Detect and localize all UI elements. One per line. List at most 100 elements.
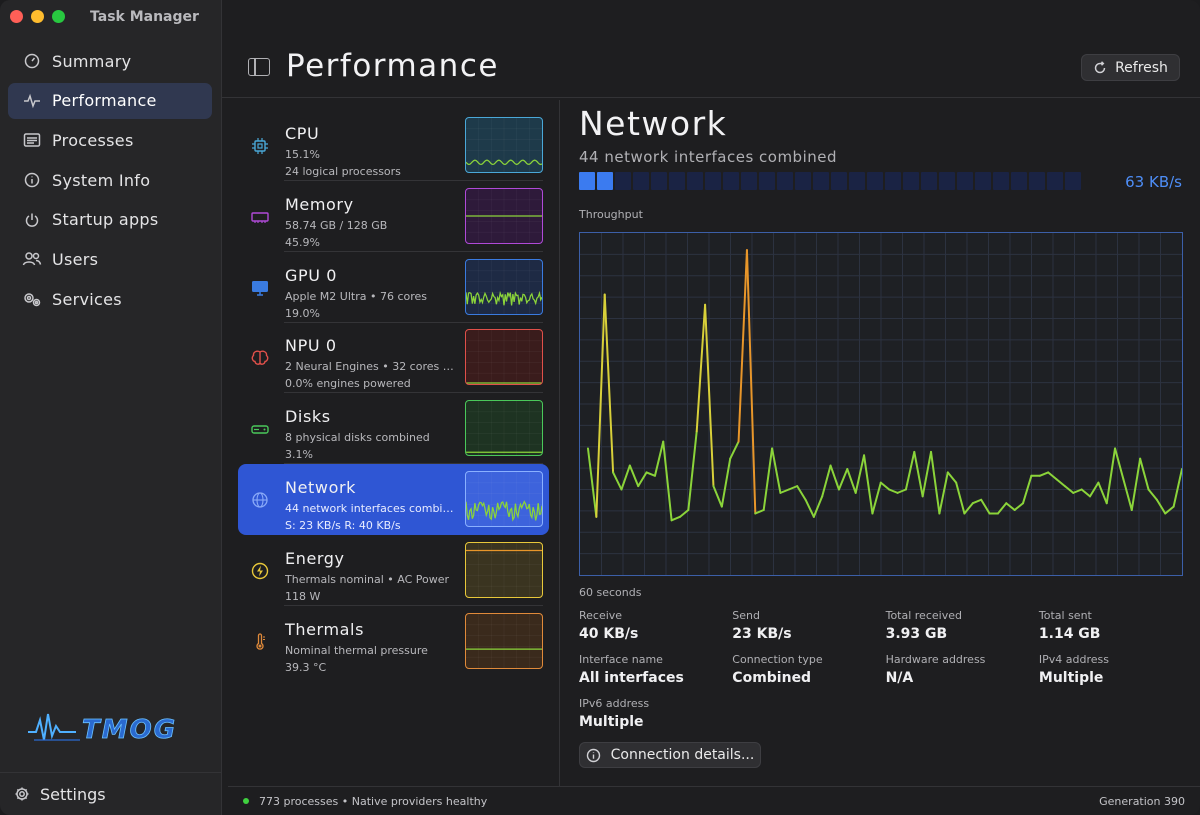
sidebar-nav: Summary Performance Processes System Inf… [8, 43, 212, 321]
throughput-line-segment [829, 464, 840, 491]
refresh-label: Refresh [1115, 59, 1168, 76]
meter-segment [813, 172, 829, 190]
stat-interface-name: Interface name All interfaces [579, 653, 729, 686]
info-icon [586, 748, 600, 762]
device-name: Network [285, 478, 357, 497]
stat-value: 40 KB/s [579, 626, 639, 642]
device-sparkline [465, 329, 543, 386]
detail-title: Network [579, 104, 728, 143]
throughput-line-segment [921, 450, 933, 498]
device-item-thermals[interactable]: Thermals Nominal thermal pressure 39.3 °C [238, 606, 549, 677]
throughput-line-segment [1063, 485, 1075, 494]
throughput-line-segment [1047, 471, 1058, 481]
stat-label: Hardware address [885, 653, 986, 666]
device-sparkline [465, 400, 543, 457]
memory-icon [248, 205, 272, 229]
sidebar-item-users[interactable]: Users [8, 241, 212, 277]
stat-total-sent: Total sent 1.14 GB [1039, 609, 1189, 642]
device-name: Memory [285, 194, 354, 214]
throughput-line-segment [854, 454, 866, 494]
throughput-line-segment [787, 485, 799, 491]
refresh-button[interactable]: Refresh [1081, 54, 1180, 81]
device-name: CPU [285, 124, 320, 143]
device-sparkline [465, 541, 543, 598]
connection-details-button[interactable]: Connection details... [579, 742, 761, 768]
throughput-line-segment [796, 485, 807, 501]
sidebar-item-label: Processes [52, 130, 134, 150]
stat-value: Combined [732, 670, 812, 686]
meter-segment [759, 172, 775, 190]
throughput-line-segment [678, 508, 690, 518]
device-name: Thermals [285, 619, 365, 639]
stat-ipv4-address: IPv4 address Multiple [1039, 653, 1189, 686]
throughput-line-segment [695, 303, 707, 433]
window-controls [10, 10, 65, 23]
meter-segment [705, 172, 721, 190]
connection-details-label: Connection details... [610, 747, 755, 763]
device-item-disks[interactable]: Disks 8 physical disks combined 3.1% [238, 393, 549, 465]
stat-value: N/A [885, 670, 914, 686]
divider [284, 250, 543, 252]
stat-value: Multiple [1038, 670, 1104, 686]
stat-hardware-address: Hardware address N/A [886, 653, 1036, 686]
sidebar-item-services[interactable]: Services [8, 281, 212, 317]
sidebar-item-startup-apps[interactable]: Startup apps [8, 202, 212, 238]
settings-button[interactable]: Settings [0, 772, 222, 815]
device-sparkline [465, 258, 543, 315]
throughput-label: Throughput [579, 208, 643, 221]
device-item-memory[interactable]: Memory 58.74 GB / 128 GB 45.9% [238, 181, 549, 252]
meter-segment [885, 172, 901, 190]
zoom-window-button[interactable] [52, 10, 65, 23]
stat-label: Total sent [1038, 609, 1092, 622]
brain-icon [248, 346, 272, 370]
device-name: NPU 0 [285, 336, 337, 356]
throughput-line-segment [1080, 488, 1092, 498]
meter-segment [579, 172, 595, 190]
device-list: CPU 15.1% 24 logical processors Memory 58.74… [228, 100, 560, 786]
throughput-line-segment [837, 468, 849, 491]
throughput-line-segment [913, 450, 924, 498]
status-text: 773 processes • Native providers healthy [259, 795, 488, 808]
divider [284, 321, 543, 323]
device-sparkline [465, 117, 543, 173]
stat-label: IPv4 address [1038, 653, 1109, 666]
meter-segment [669, 172, 685, 190]
throughput-line-segment [637, 471, 648, 488]
device-detail-line: 8 physical disks combined [285, 431, 430, 445]
device-item-npu-0[interactable]: NPU 0 2 Neural Engines • 32 cores • h... 0… [238, 322, 549, 394]
minimize-window-button[interactable] [31, 10, 44, 23]
device-item-gpu-0[interactable]: GPU 0 Apple M2 Ultra • 76 cores 19.0% [238, 252, 549, 323]
throughput-line-segment [996, 502, 1008, 515]
sidebar-item-performance[interactable]: Performance [8, 82, 212, 119]
sidebar-item-system-info[interactable]: System Info [8, 162, 212, 198]
network-detail-panel: Network 44 network interfaces combined 6… [562, 100, 1200, 786]
sidebar-item-processes[interactable]: Processes [8, 122, 212, 158]
stat-value: All interfaces [579, 670, 684, 686]
device-item-energy[interactable]: Energy Thermals nominal • AC Power 118 W [238, 535, 549, 606]
meter-segment [903, 172, 919, 190]
throughput-line-segment [1097, 481, 1108, 505]
tmog-logo: TMOG [28, 713, 175, 745]
throughput-line-segment [737, 249, 748, 443]
close-window-button[interactable] [10, 10, 23, 23]
health-status-dot [243, 798, 249, 804]
meter-segment [849, 172, 865, 190]
sidebar-toggle-icon[interactable] [248, 58, 270, 76]
device-detail-line: 58.74 GB / 128 GB [285, 218, 388, 232]
monitor-icon [248, 276, 272, 300]
throughput-line-segment [653, 440, 665, 477]
meter-segment [1029, 172, 1045, 190]
cpu-icon [248, 134, 272, 158]
device-item-network[interactable]: Network 44 network interfaces combined S: … [238, 464, 549, 535]
throughput-line-segment [1139, 457, 1150, 491]
throughput-line-segment [595, 293, 606, 518]
device-item-cpu[interactable]: CPU 15.1% 24 logical processors [238, 110, 549, 181]
disk-icon [248, 417, 272, 441]
sidebar-item-summary[interactable]: Summary [8, 43, 212, 79]
throughput-line-segment [980, 498, 991, 515]
users-icon [22, 249, 42, 269]
meter-segment [921, 172, 937, 190]
throughput-line-segment [645, 471, 656, 477]
throughput-line-segment [779, 488, 790, 494]
